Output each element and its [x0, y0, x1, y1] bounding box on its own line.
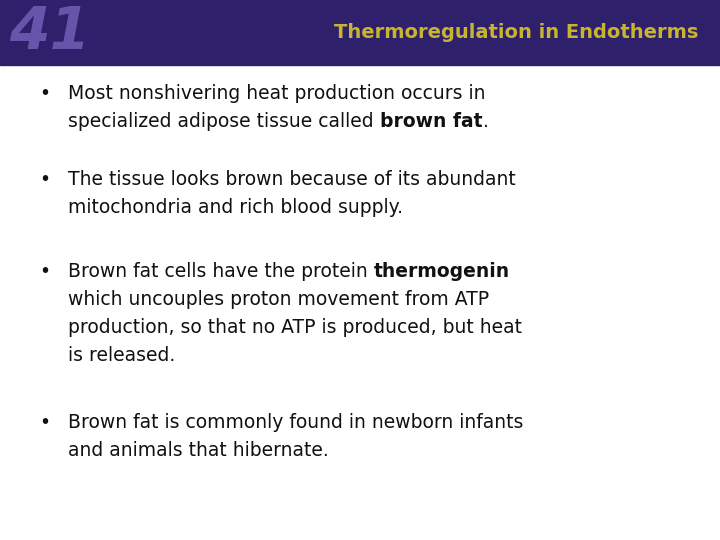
Text: Brown fat is commonly found in newborn infants: Brown fat is commonly found in newborn i… — [68, 413, 523, 432]
Text: is released.: is released. — [68, 346, 176, 365]
Text: brown fat: brown fat — [380, 112, 482, 131]
Text: •: • — [40, 413, 50, 432]
Text: •: • — [40, 170, 50, 189]
Text: thermogenin: thermogenin — [374, 262, 510, 281]
Text: specialized adipose tissue called: specialized adipose tissue called — [68, 112, 380, 131]
Bar — [0, 0, 720, 65]
Text: and animals that hibernate.: and animals that hibernate. — [68, 441, 329, 460]
Text: mitochondria and rich blood supply.: mitochondria and rich blood supply. — [68, 198, 403, 217]
Text: Brown fat cells have the protein: Brown fat cells have the protein — [68, 262, 374, 281]
Text: .: . — [482, 112, 488, 131]
Text: •: • — [40, 84, 50, 103]
Text: •: • — [40, 262, 50, 281]
Text: production, so that no ATP is produced, but heat: production, so that no ATP is produced, … — [68, 318, 523, 337]
Text: Thermoregulation in Endotherms: Thermoregulation in Endotherms — [334, 23, 698, 42]
Text: which uncouples proton movement from ATP: which uncouples proton movement from ATP — [68, 290, 490, 309]
Text: 41: 41 — [9, 4, 90, 61]
Text: Most nonshivering heat production occurs in: Most nonshivering heat production occurs… — [68, 84, 486, 103]
Text: The tissue looks brown because of its abundant: The tissue looks brown because of its ab… — [68, 170, 516, 189]
